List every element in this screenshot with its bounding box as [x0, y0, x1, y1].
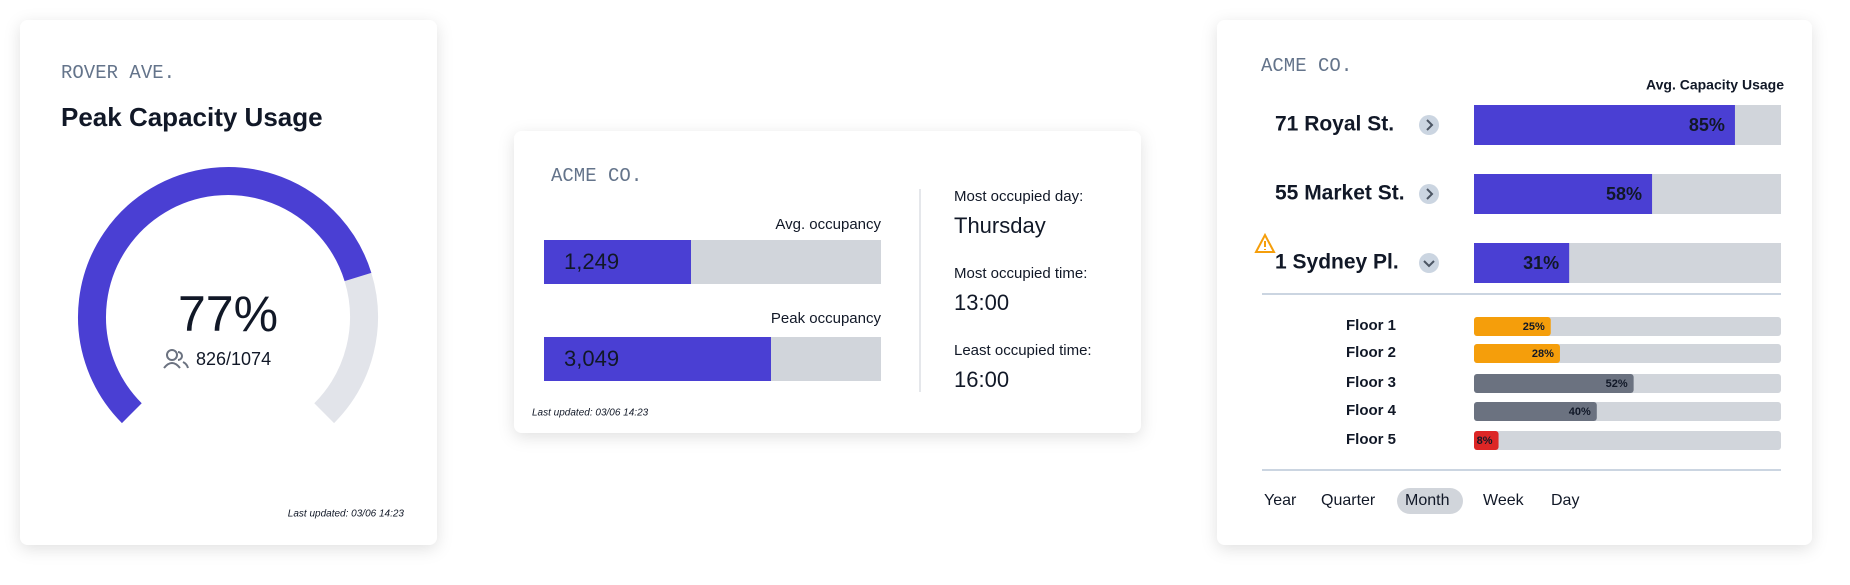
location: ROVER AVE. [61, 62, 175, 84]
selected-pill [1397, 488, 1463, 514]
site-bar [1474, 174, 1653, 214]
floor-value: 25% [1523, 321, 1545, 333]
site-value: 31% [1523, 253, 1559, 273]
floor-name: Floor 4 [1346, 402, 1397, 419]
floor-bar [1474, 431, 1499, 450]
period-tab[interactable]: Year [1264, 492, 1297, 509]
site-bar [1474, 243, 1570, 283]
company: ACME CO. [551, 165, 642, 187]
floor-bar [1474, 402, 1597, 421]
chevron [1426, 119, 1434, 131]
chevron [1426, 188, 1434, 200]
floor-value: 52% [1606, 378, 1628, 390]
company: ACME CO. [1261, 55, 1352, 77]
floor-track [1474, 431, 1781, 450]
period-tab[interactable]: Quarter [1321, 492, 1376, 509]
floor-bar [1474, 317, 1551, 336]
site-bar [1474, 105, 1735, 145]
expand-button[interactable] [1419, 253, 1439, 273]
site-name: 71 Royal St. [1275, 113, 1394, 136]
floor-name: Floor 3 [1346, 374, 1396, 391]
gauge-track [314, 272, 378, 424]
gauge-value: 77% [178, 286, 278, 342]
expand-button[interactable] [1419, 184, 1439, 204]
stat-value: Thursday [954, 213, 1046, 238]
warning-icon [1254, 232, 1276, 253]
period-tab[interactable]: Month [1405, 492, 1449, 509]
stat-label: Most occupied time: [954, 265, 1087, 282]
period-tab[interactable]: Day [1551, 492, 1579, 509]
stat-label: Least occupied time: [954, 342, 1092, 359]
metric-label: Peak occupancy [771, 310, 882, 327]
metric-bar [544, 240, 691, 284]
expand-button[interactable] [1419, 115, 1439, 135]
gauge-fill [78, 167, 372, 424]
floor-name: Floor 2 [1346, 344, 1396, 361]
floor-name: Floor 1 [1346, 317, 1396, 334]
site-value: 58% [1606, 184, 1642, 204]
floor-value: 28% [1532, 348, 1554, 360]
occupancy: 826/1074 [196, 349, 271, 369]
last-updated: Last updated: 03/06 14:23 [532, 408, 649, 419]
last-updated: Last updated: 03/06 14:23 [288, 509, 405, 520]
site-name: 55 Market St. [1275, 182, 1405, 205]
floor-name: Floor 5 [1346, 431, 1396, 448]
metric-value: 1,249 [564, 249, 619, 274]
floor-bar [1474, 374, 1634, 393]
column-label: Avg. Capacity Usage [1646, 77, 1784, 93]
people-icon [166, 349, 178, 361]
floor-bar [1474, 344, 1560, 363]
people-icon [163, 351, 189, 369]
site-value: 85% [1689, 115, 1725, 135]
metric-label: Avg. occupancy [775, 216, 881, 233]
stat-value: 13:00 [954, 290, 1009, 315]
floor-value: 40% [1569, 406, 1591, 418]
metric-value: 3,049 [564, 346, 619, 371]
card-title: Peak Capacity Usage [61, 102, 323, 132]
metric-bar [544, 337, 771, 381]
site-name: 1 Sydney Pl. [1275, 251, 1399, 274]
floor-value: 8% [1477, 435, 1493, 447]
stat-value: 16:00 [954, 367, 1009, 392]
stat-label: Most occupied day: [954, 188, 1083, 205]
period-tab[interactable]: Week [1483, 492, 1525, 509]
chevron [1423, 260, 1435, 268]
